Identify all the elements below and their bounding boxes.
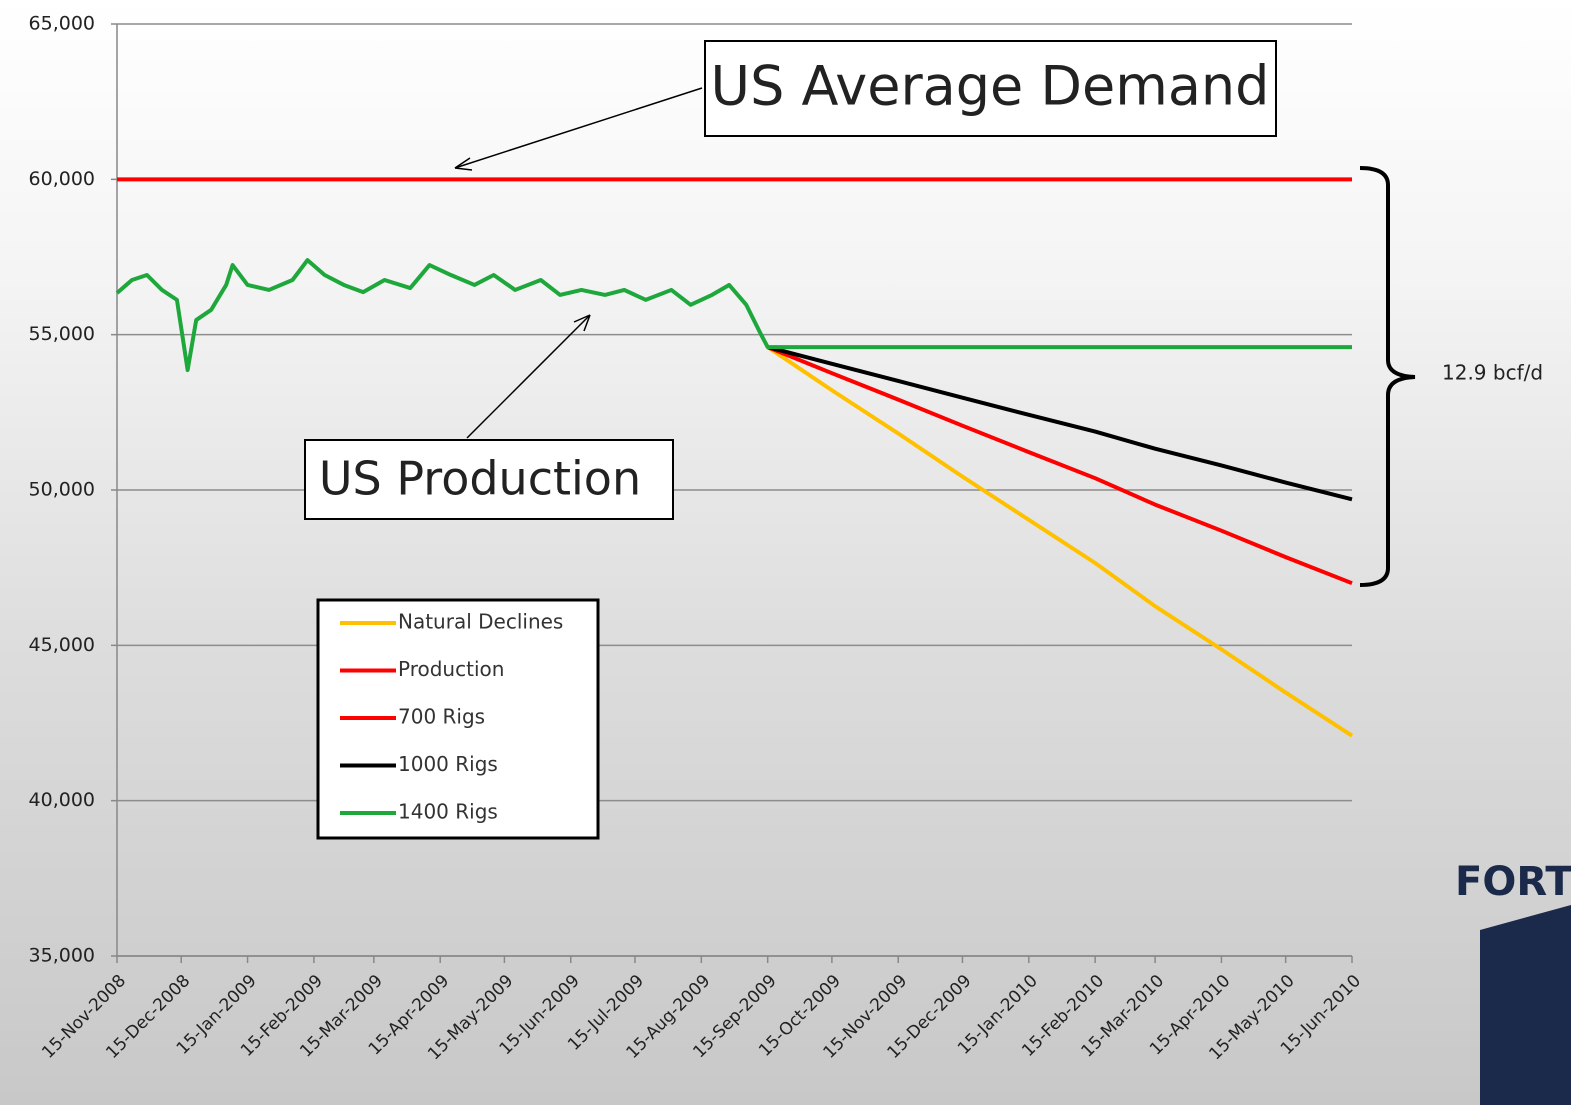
y-tick-label: 35,000 [29,945,95,967]
legend: Natural Declines Production 700 Rigs 1000 R… [316,598,600,840]
production-box [304,439,674,520]
logo-shape [1480,905,1571,1105]
legend-label: 700 Rigs [398,705,485,729]
y-tick-label: 50,000 [29,479,95,501]
production-arrow [466,314,591,439]
series-line [767,345,1353,502]
demand-box [704,40,1277,137]
production-arrow-head [573,314,591,332]
legend-box [316,598,600,840]
logo-text: FORT [1455,859,1571,905]
gap-bracket [1359,166,1416,587]
y-tick-label: 45,000 [29,634,95,656]
series-line [766,345,1354,738]
y-tick-label: 55,000 [29,323,95,345]
y-tick-label: 65,000 [29,13,95,35]
demand-arrow [454,87,703,169]
demand-arrow-head [454,157,473,171]
series-line [115,258,1352,373]
series-line [766,345,1353,586]
legend-label: Production [398,657,504,681]
y-tick-label: 40,000 [29,789,95,811]
gap-label: 12.9 bcf/d [1442,361,1543,385]
lines [115,177,1354,738]
legend-label: Natural Declines [398,610,563,634]
demand-label: US Average Demand [711,55,1270,118]
legend-label: 1000 Rigs [398,752,498,776]
legend-label: 1400 Rigs [398,800,498,824]
production-label: US Production [319,452,641,506]
y-tick-label: 60,000 [29,168,95,190]
